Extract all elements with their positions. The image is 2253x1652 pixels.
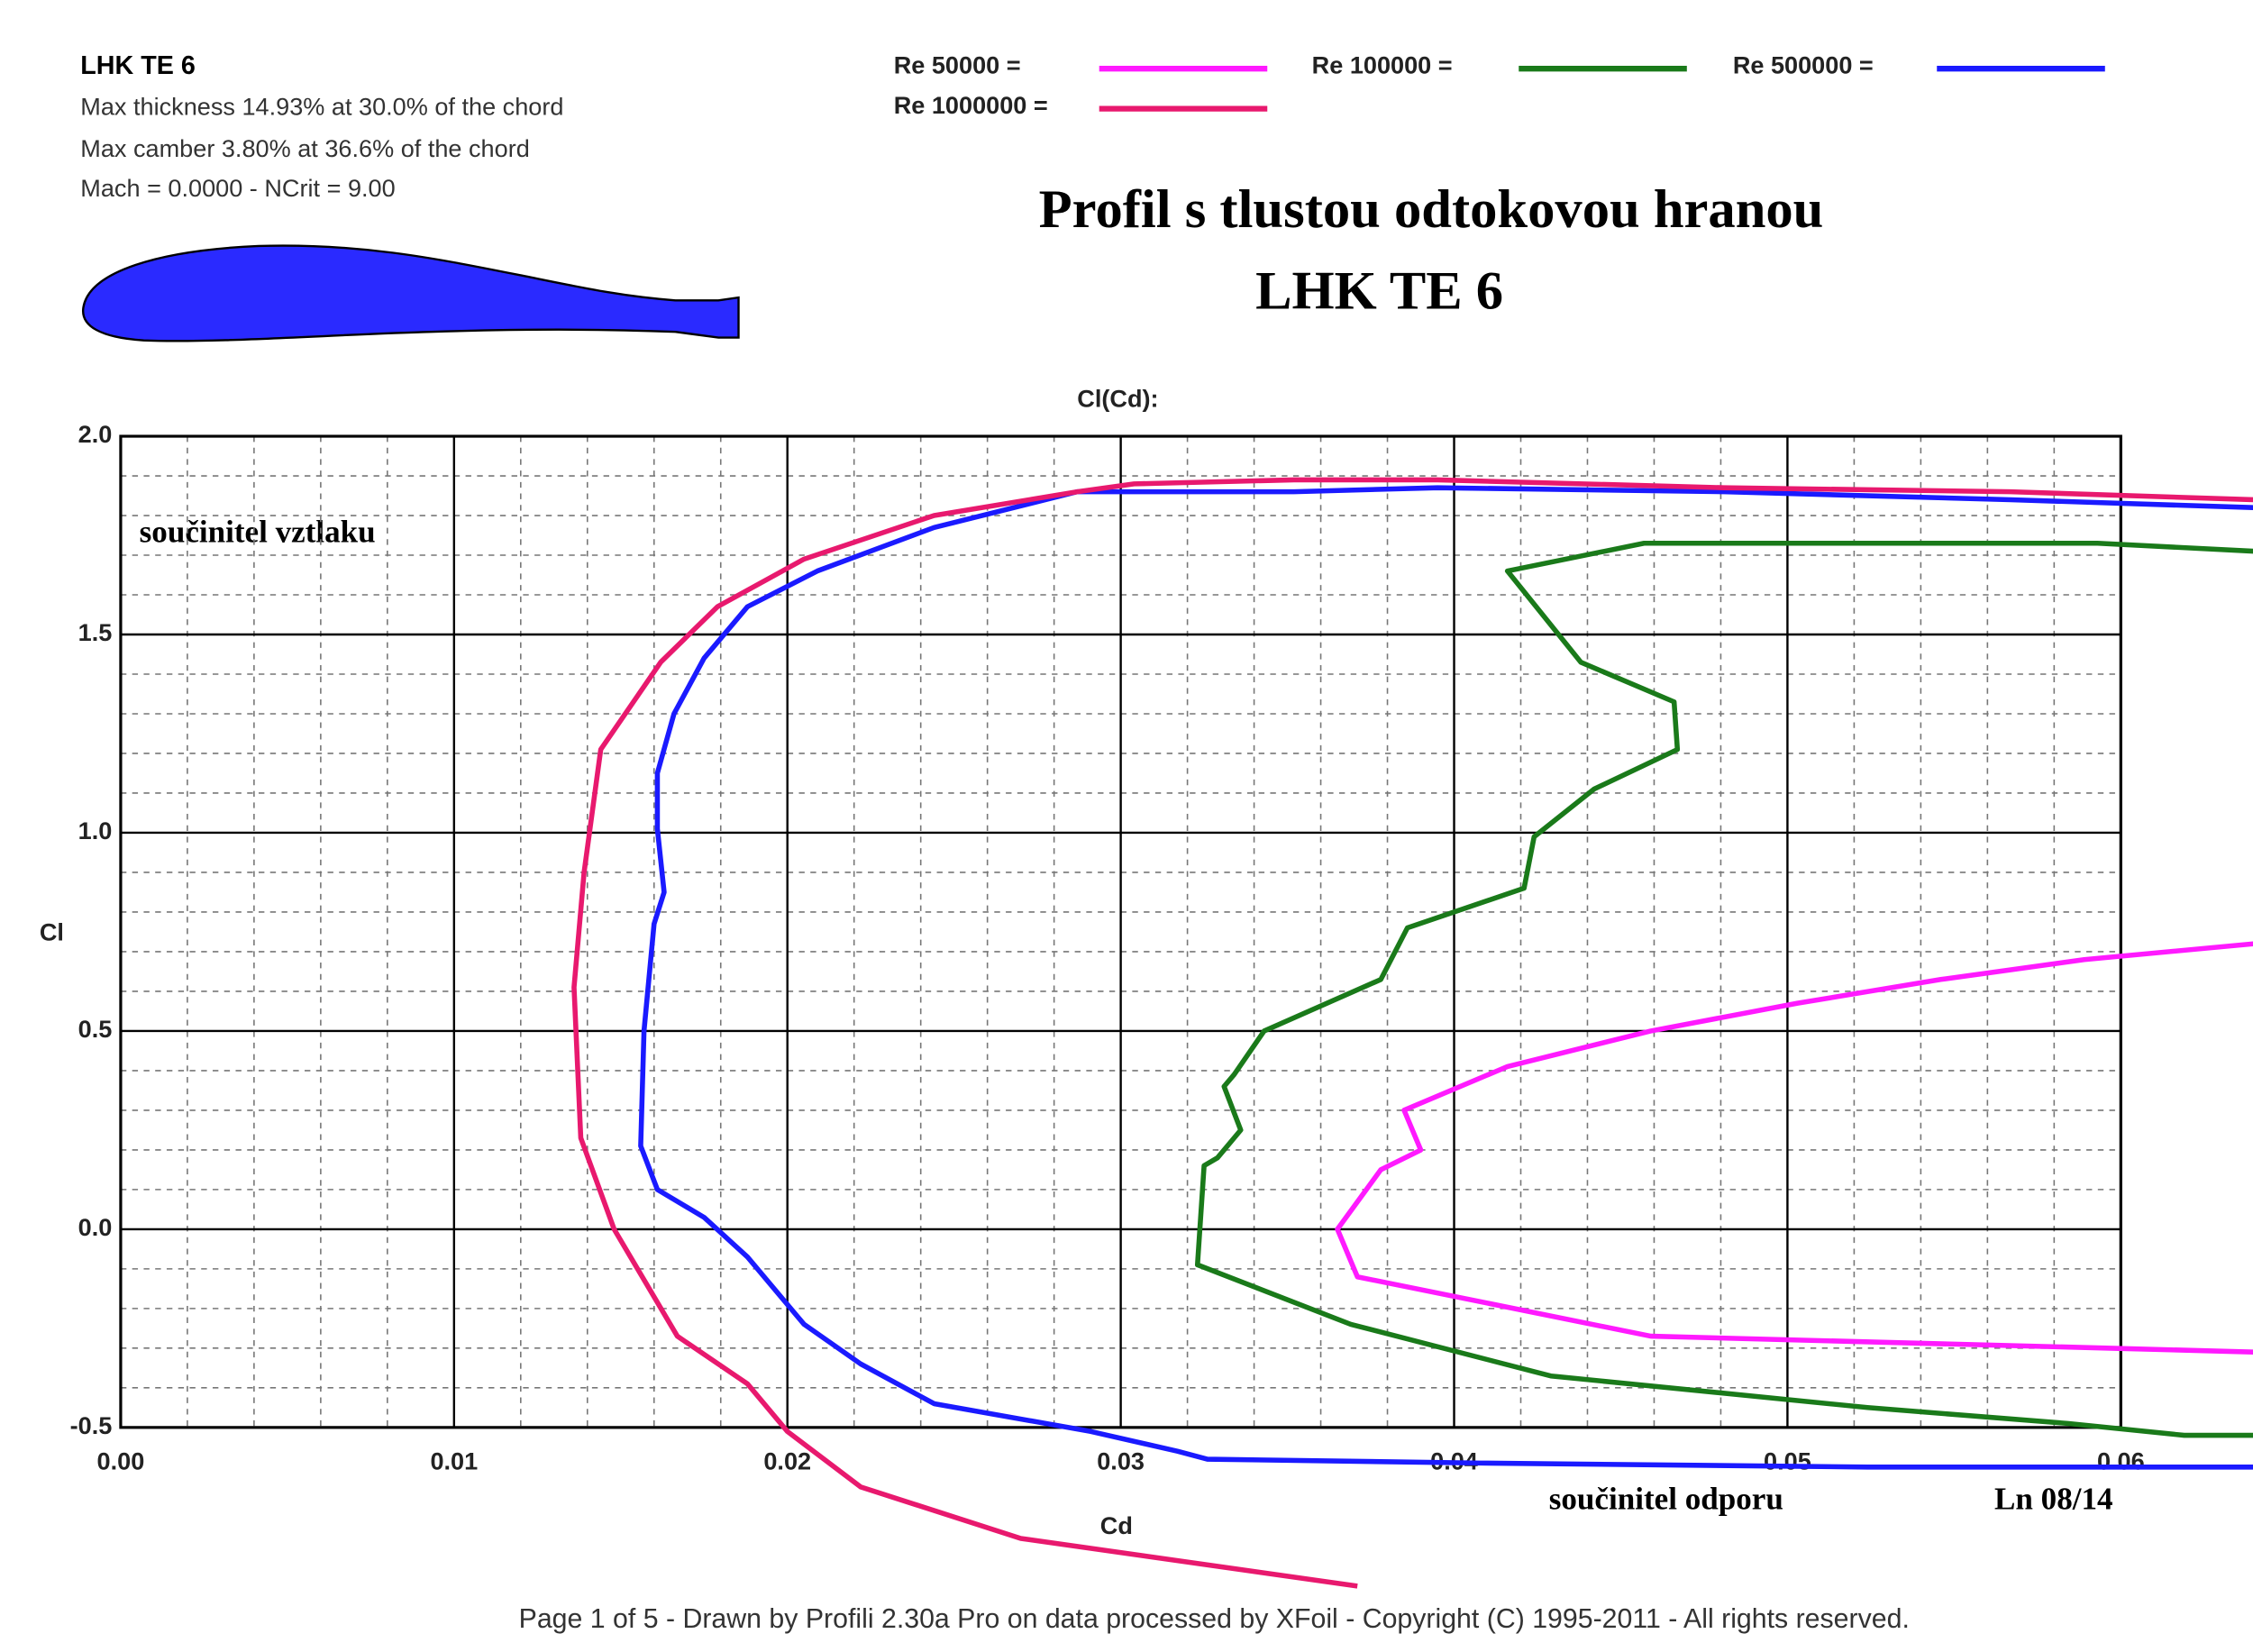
x-axis-label: Cd — [1100, 1512, 1133, 1539]
chart-subtitle: Cl(Cd): — [1077, 386, 1158, 413]
series-line — [1194, 540, 2253, 1438]
x-tick-label: 0.03 — [1097, 1448, 1145, 1475]
chart-title: LHK TE 6 — [1255, 260, 1503, 321]
chart-title: Profil s tlustou odtokovou hranou — [1039, 179, 1824, 240]
y-tick-label: 0.5 — [78, 1016, 113, 1043]
annotation: součinitel odporu — [1549, 1481, 1783, 1516]
airfoil-name: LHK TE 6 — [80, 51, 196, 80]
y-tick-label: 2.0 — [78, 421, 113, 448]
info-line: Mach = 0.0000 - NCrit = 9.00 — [80, 175, 395, 202]
info-line: Max camber 3.80% at 36.6% of the chord — [80, 135, 530, 162]
airfoil-shape — [82, 244, 740, 342]
y-tick-label: -0.5 — [70, 1412, 113, 1439]
x-tick-label: 0.01 — [430, 1448, 478, 1475]
footer: Page 1 of 5 - Drawn by Profili 2.30a Pro… — [519, 1604, 1910, 1634]
legend-label: Re 1000000 = — [894, 92, 1048, 119]
x-tick-label: 0.06 — [2097, 1448, 2145, 1475]
series-line — [1335, 941, 2253, 1355]
plot-frame — [119, 434, 2122, 1429]
y-tick-label: 1.5 — [78, 619, 113, 646]
x-tick-label: 0.02 — [763, 1448, 811, 1475]
series-line — [638, 485, 2253, 1470]
legend-label: Re 100000 = — [1312, 52, 1453, 79]
x-tick-label: 0.00 — [97, 1448, 145, 1475]
y-tick-label: 1.0 — [78, 817, 113, 844]
x-tick-label: 0.05 — [1764, 1448, 1811, 1475]
y-axis-label: Cl — [40, 918, 64, 945]
info-line: Max thickness 14.93% at 30.0% of the cho… — [80, 94, 563, 121]
annotation: součinitel vztlaku — [140, 515, 376, 550]
series-line — [571, 477, 2253, 1589]
y-tick-label: 0.0 — [78, 1214, 113, 1241]
annotation: Ln 08/14 — [1994, 1481, 2113, 1516]
legend-label: Re 500000 = — [1733, 52, 1874, 79]
legend-label: Re 50000 = — [894, 52, 1021, 79]
